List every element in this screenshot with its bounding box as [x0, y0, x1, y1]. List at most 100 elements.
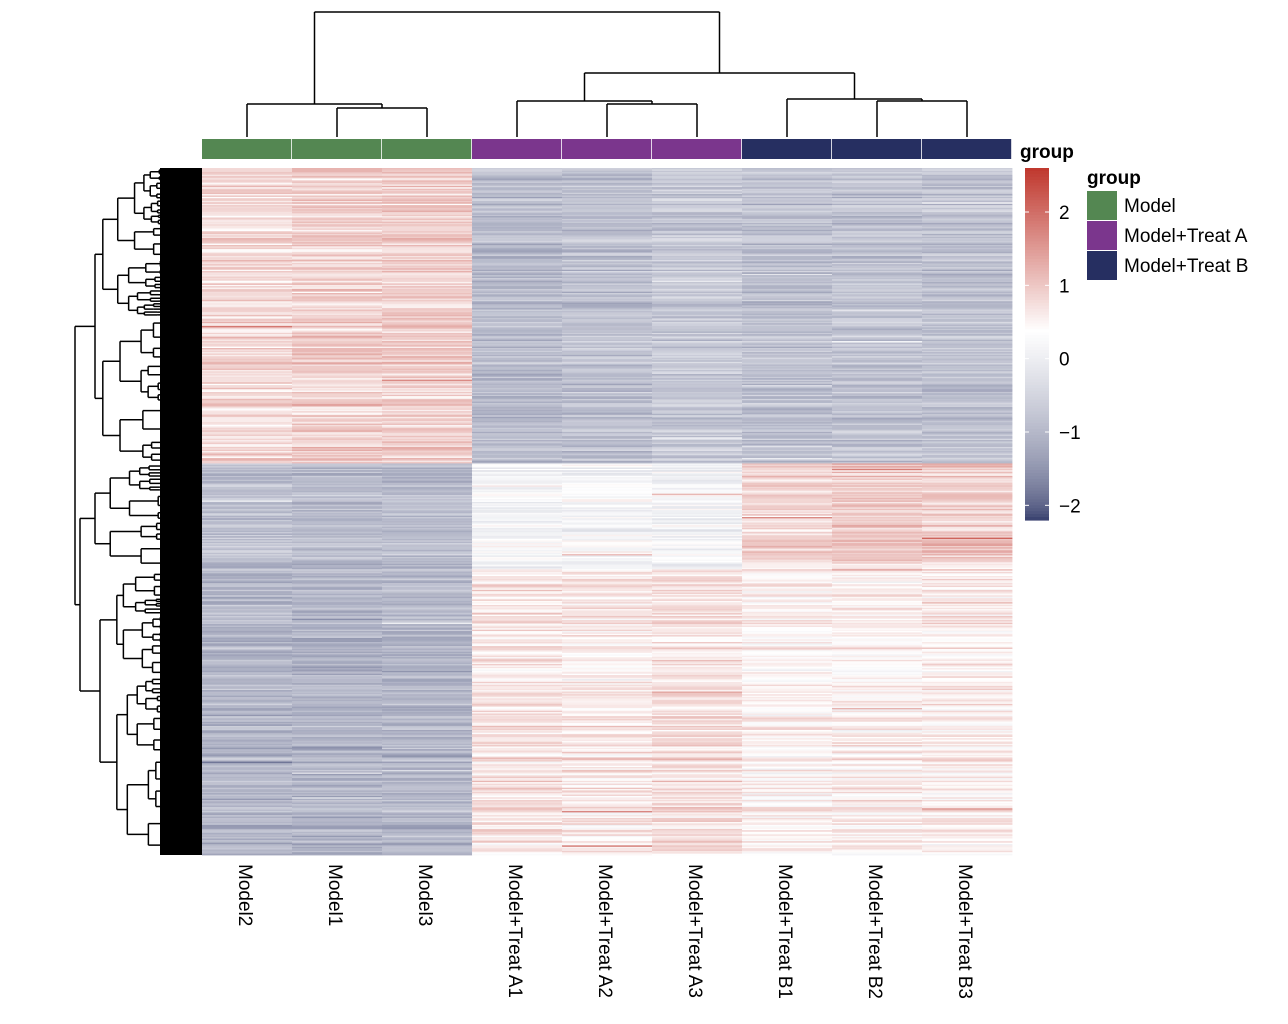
heatmap-cell: [832, 225, 923, 228]
heatmap-cell: [742, 299, 833, 302]
annotation-cell: [742, 139, 832, 159]
heatmap-cell: [832, 177, 923, 180]
heatmap-cell: [202, 702, 293, 705]
heatmap-cell: [742, 686, 833, 688]
heatmap-cell: [472, 250, 563, 253]
heatmap-cell: [382, 390, 473, 393]
heatmap-cell: [292, 518, 383, 521]
heatmap-cell: [922, 512, 1013, 515]
heatmap-cell: [472, 446, 563, 449]
heatmap-cell: [562, 468, 653, 471]
heatmap-cell: [382, 364, 473, 367]
heatmap-cell: [922, 286, 1013, 288]
heatmap-cell: [562, 413, 653, 416]
heatmap-cell: [202, 320, 293, 323]
heatmap-cell: [472, 459, 563, 462]
heatmap-cell: [382, 257, 473, 260]
heatmap-cell: [292, 615, 383, 618]
heatmap-cell: [202, 235, 293, 238]
heatmap-cell: [382, 169, 473, 172]
heatmap-cell: [562, 214, 653, 217]
heatmap-cell: [292, 646, 383, 648]
heatmap-cell: [202, 640, 293, 643]
heatmap-cell: [292, 521, 383, 523]
heatmap-cell: [202, 352, 293, 354]
heatmap-cell: [742, 375, 833, 378]
heatmap-cell: [922, 765, 1013, 768]
heatmap-cell: [742, 618, 833, 621]
heatmap-cell: [202, 526, 293, 529]
heatmap-cell: [652, 189, 743, 192]
heatmap-cell: [472, 449, 563, 452]
heatmap-cell: [562, 330, 653, 332]
heatmap-cell: [202, 416, 293, 419]
heatmap-cell: [472, 530, 563, 533]
heatmap-cell: [202, 673, 293, 676]
heatmap-cell: [202, 665, 293, 668]
heatmap-cell: [382, 658, 473, 661]
heatmap-cell: [202, 751, 293, 754]
heatmap-cell: [562, 771, 653, 773]
heatmap-cell: [652, 326, 743, 328]
heatmap-cell: [562, 301, 653, 304]
heatmap-cell: [922, 484, 1013, 486]
heatmap-cell: [202, 650, 293, 653]
heatmap-cell: [922, 756, 1013, 758]
heatmap-cell: [202, 312, 293, 315]
heatmap-cell: [922, 534, 1013, 537]
heatmap-cell: [652, 587, 743, 589]
heatmap-cell: [742, 484, 833, 486]
heatmap-cell: [652, 749, 743, 751]
heatmap-cell: [742, 363, 833, 365]
heatmap-cell: [832, 420, 923, 423]
heatmap-cell: [292, 220, 383, 222]
heatmap-cell: [562, 367, 653, 369]
heatmap-cell: [652, 332, 743, 335]
heatmap-cell: [202, 486, 293, 489]
heatmap-cell: [202, 279, 293, 282]
heatmap-cell: [472, 702, 563, 705]
heatmap-cell: [652, 317, 743, 320]
heatmap-cell: [832, 734, 923, 736]
heatmap-cell: [202, 216, 293, 218]
heatmap-cell: [652, 242, 743, 244]
heatmap-cell: [382, 347, 473, 350]
heatmap-cell: [202, 371, 293, 374]
heatmap-cell: [292, 710, 383, 713]
heatmap-cell: [562, 754, 653, 757]
heatmap-cell: [562, 707, 653, 710]
heatmap-cell: [652, 264, 743, 266]
heatmap-cell: [562, 368, 653, 371]
heatmap-cell: [202, 308, 293, 310]
heatmap-cell: [472, 378, 563, 380]
heatmap-cell: [652, 530, 743, 533]
heatmap-cell: [652, 632, 743, 635]
heatmap-cell: [922, 658, 1013, 661]
heatmap-cell: [472, 541, 563, 544]
heatmap-cell: [472, 716, 563, 718]
heatmap-cell: [202, 207, 293, 210]
heatmap-cell: [922, 302, 1013, 305]
heatmap-cell: [652, 385, 743, 387]
heatmap-cell: [742, 573, 833, 576]
heatmap-cell: [202, 222, 293, 225]
heatmap-cell: [562, 198, 653, 200]
heatmap-cell: [472, 444, 563, 446]
heatmap-cell: [922, 669, 1013, 672]
heatmap-cell: [652, 408, 743, 411]
heatmap-cell: [562, 762, 653, 765]
heatmap-cell: [292, 765, 383, 768]
heatmap-cell: [202, 688, 293, 691]
heatmap-cell: [832, 651, 923, 654]
heatmap-cell: [202, 669, 293, 672]
heatmap-cell: [922, 347, 1013, 350]
heatmap-cell: [202, 709, 293, 712]
heatmap-cell: [652, 192, 743, 195]
heatmap-cell: [292, 288, 383, 291]
heatmap-cell: [292, 713, 383, 716]
heatmap-cell: [562, 376, 653, 379]
heatmap-cell: [922, 681, 1013, 684]
heatmap-cell: [382, 202, 473, 205]
heatmap-cell: [832, 181, 923, 184]
heatmap-cell: [832, 523, 923, 526]
